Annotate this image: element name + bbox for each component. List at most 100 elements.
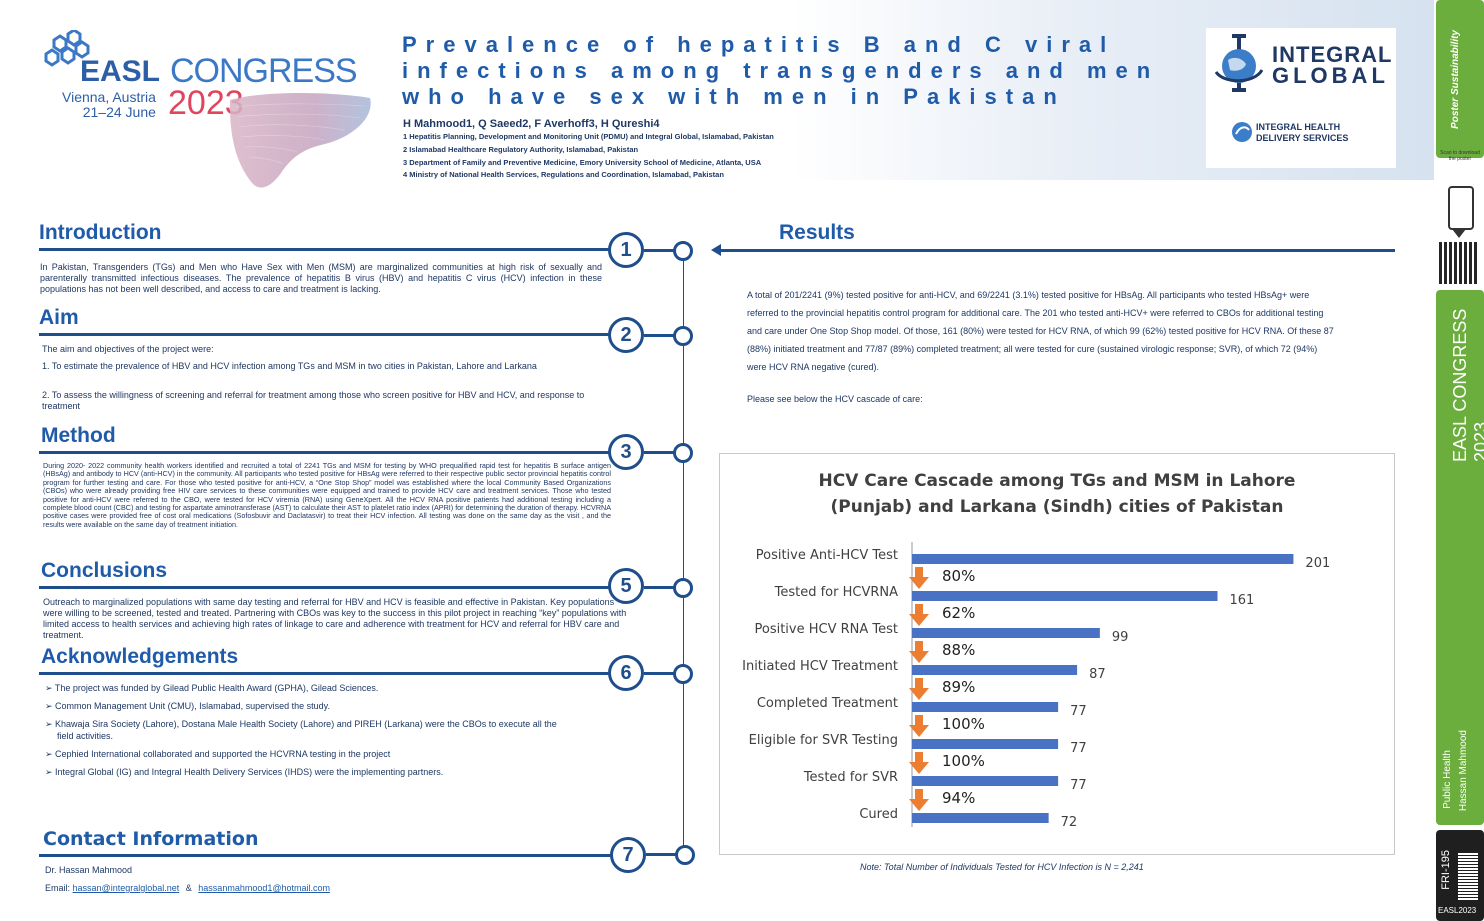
- section-number-2: 2: [608, 317, 644, 353]
- connector-7: [646, 853, 676, 856]
- connector-5: [644, 586, 674, 589]
- bar-value-label: 77: [1070, 778, 1087, 793]
- aim-heading: Aim: [39, 306, 79, 329]
- step-percent-label: 89%: [942, 678, 975, 696]
- bar-value-label: 161: [1230, 593, 1255, 608]
- scan-to-download-text: Scan to download the poster: [1440, 150, 1480, 162]
- intro-heading: Introduction: [39, 221, 162, 244]
- step-percent-label: 94%: [942, 789, 975, 807]
- cascade-bar: [912, 591, 1218, 601]
- globe-icon: [1214, 34, 1264, 92]
- bar-value-label: 201: [1305, 556, 1330, 571]
- sidebar-poster-id-panel: FRI-195 EASL2023: [1436, 830, 1484, 921]
- chart-title-line-1: HCV Care Cascade among TGs and MSM in La…: [819, 471, 1296, 491]
- category-label: Eligible for SVR Testing: [749, 733, 898, 748]
- easl-logo-text: EASL: [80, 55, 161, 88]
- method-heading: Method: [41, 424, 116, 447]
- sidebar-poster-logo-panel: Poster Sustainability: [1436, 0, 1484, 158]
- venue-date: 21–24 June: [82, 104, 156, 120]
- venue-city: Vienna, Austria: [62, 89, 156, 105]
- section-number-7: 7: [610, 837, 646, 873]
- timeline-vertical-line: [683, 258, 684, 846]
- intro-rule: [39, 248, 611, 251]
- list-item: ➢ Integral Global (IG) and Integral Heal…: [45, 767, 444, 777]
- acknowledgements-heading: Acknowledgements: [41, 645, 239, 668]
- down-arrow-icon: [909, 715, 929, 737]
- cascade-bar: [912, 665, 1078, 675]
- poster-sustainability-logo: Poster Sustainability: [1450, 30, 1461, 129]
- aim-lead: The aim and objectives of the project we…: [42, 344, 214, 354]
- category-label: Completed Treatment: [757, 696, 898, 711]
- cascade-bar: [912, 739, 1059, 749]
- down-arrow-icon: [909, 567, 929, 589]
- results-heading: Results: [779, 221, 855, 244]
- sidebar-topic: Public Health: [1442, 750, 1453, 809]
- contact-email-line: Email: hassan@integralglobal.net & hassa…: [45, 882, 330, 894]
- down-arrow-icon: [909, 604, 929, 626]
- easl-hexagons-logo: [44, 30, 90, 67]
- email-link-1[interactable]: hassan@integralglobal.net: [72, 883, 180, 893]
- conclusions-text: Outreach to marginalized populations wit…: [43, 597, 627, 640]
- down-arrow-icon: [909, 678, 929, 700]
- category-label: Cured: [859, 807, 898, 822]
- barcode: [1458, 852, 1478, 900]
- list-item: ➢ The project was funded by Gilead Publi…: [45, 683, 379, 693]
- timeline-node-6: [673, 664, 693, 684]
- connector-6: [644, 672, 674, 675]
- sidebar-footer: EASL2023: [1438, 906, 1477, 915]
- affiliation-2: 2 Islamabad Healthcare Regulatory Author…: [403, 145, 639, 154]
- method-text: During 2020- 2022 community health worke…: [43, 461, 611, 529]
- step-percent-label: 100%: [942, 752, 985, 770]
- contact-rule: [39, 854, 611, 857]
- method-rule: [39, 451, 611, 454]
- timeline-node-7: [675, 845, 695, 865]
- congress-logo-text: CONGRESS: [170, 52, 358, 90]
- poster-title: Prevalence of hepatitis B and C viral in…: [402, 32, 1160, 109]
- email-link-2[interactable]: hassanmahmood1@hotmail.com: [198, 883, 330, 893]
- poster-id: FRI-195: [1440, 850, 1452, 890]
- chart-note: Note: Total Number of Individuals Tested…: [860, 862, 1144, 872]
- cascade-bar: [912, 776, 1059, 786]
- connector-2: [644, 334, 674, 337]
- down-arrow-icon: [909, 752, 929, 774]
- timeline-node-2: [673, 326, 693, 346]
- arrowhead-bullet-icon: ➢: [45, 701, 56, 711]
- conclusions-rule: [39, 586, 611, 589]
- affiliation-3: 3 Department of Family and Preventive Me…: [403, 158, 762, 167]
- affiliation-4: 4 Ministry of National Health Services, …: [403, 170, 724, 179]
- list-item: ➢ Cephied International collaborated and…: [45, 749, 391, 759]
- bar-value-label: 77: [1070, 704, 1087, 719]
- liver-illustration: [229, 93, 371, 188]
- section-number-1: 1: [608, 232, 644, 268]
- qr-code[interactable]: [1439, 242, 1479, 284]
- author-list: H Mahmood1, Q Saeed2, F Averhoff3, H Qur…: [403, 118, 660, 130]
- timeline-node-3: [673, 443, 693, 463]
- list-item: ➢ Khawaja Sira Society (Lahore), Dostana…: [45, 719, 557, 741]
- step-percent-label: 88%: [942, 641, 975, 659]
- step-percent-label: 80%: [942, 567, 975, 585]
- results-text: A total of 201/2241 (9%) tested positive…: [747, 290, 1334, 372]
- phone-icon: [1448, 186, 1474, 230]
- acknowledgement-list: ➢ The project was funded by Gilead Publi…: [45, 682, 565, 778]
- hcv-care-cascade-chart: HCV Care Cascade among TGs and MSM in La…: [719, 453, 1395, 855]
- list-item: ➢ Common Management Unit (CMU), Islamaba…: [45, 701, 330, 711]
- aim-rule: [39, 333, 611, 336]
- conclusions-heading: Conclusions: [41, 559, 168, 582]
- step-percent-label: 62%: [942, 604, 975, 622]
- category-label: Tested for SVR: [803, 770, 898, 785]
- connector-1: [644, 249, 674, 252]
- arrowhead-bullet-icon: ➢: [45, 683, 55, 693]
- bar-value-label: 99: [1112, 630, 1129, 645]
- bar-value-label: 72: [1061, 815, 1078, 830]
- results-see-below: Please see below the HCV cascade of care…: [747, 394, 923, 404]
- arrow-left-icon: [711, 244, 721, 256]
- arrowhead-bullet-icon: ➢: [45, 719, 56, 729]
- email-label: Email:: [45, 883, 71, 893]
- down-arrow-icon: [909, 641, 929, 663]
- section-number-5: 5: [608, 568, 644, 604]
- cascade-bar: [912, 702, 1059, 712]
- step-percent-label: 100%: [942, 715, 985, 733]
- chart-svg: HCV Care Cascade among TGs and MSM in La…: [742, 471, 1330, 830]
- venue-text: Vienna, Austria 21–24 June: [62, 90, 156, 120]
- results-rule: [720, 249, 1395, 252]
